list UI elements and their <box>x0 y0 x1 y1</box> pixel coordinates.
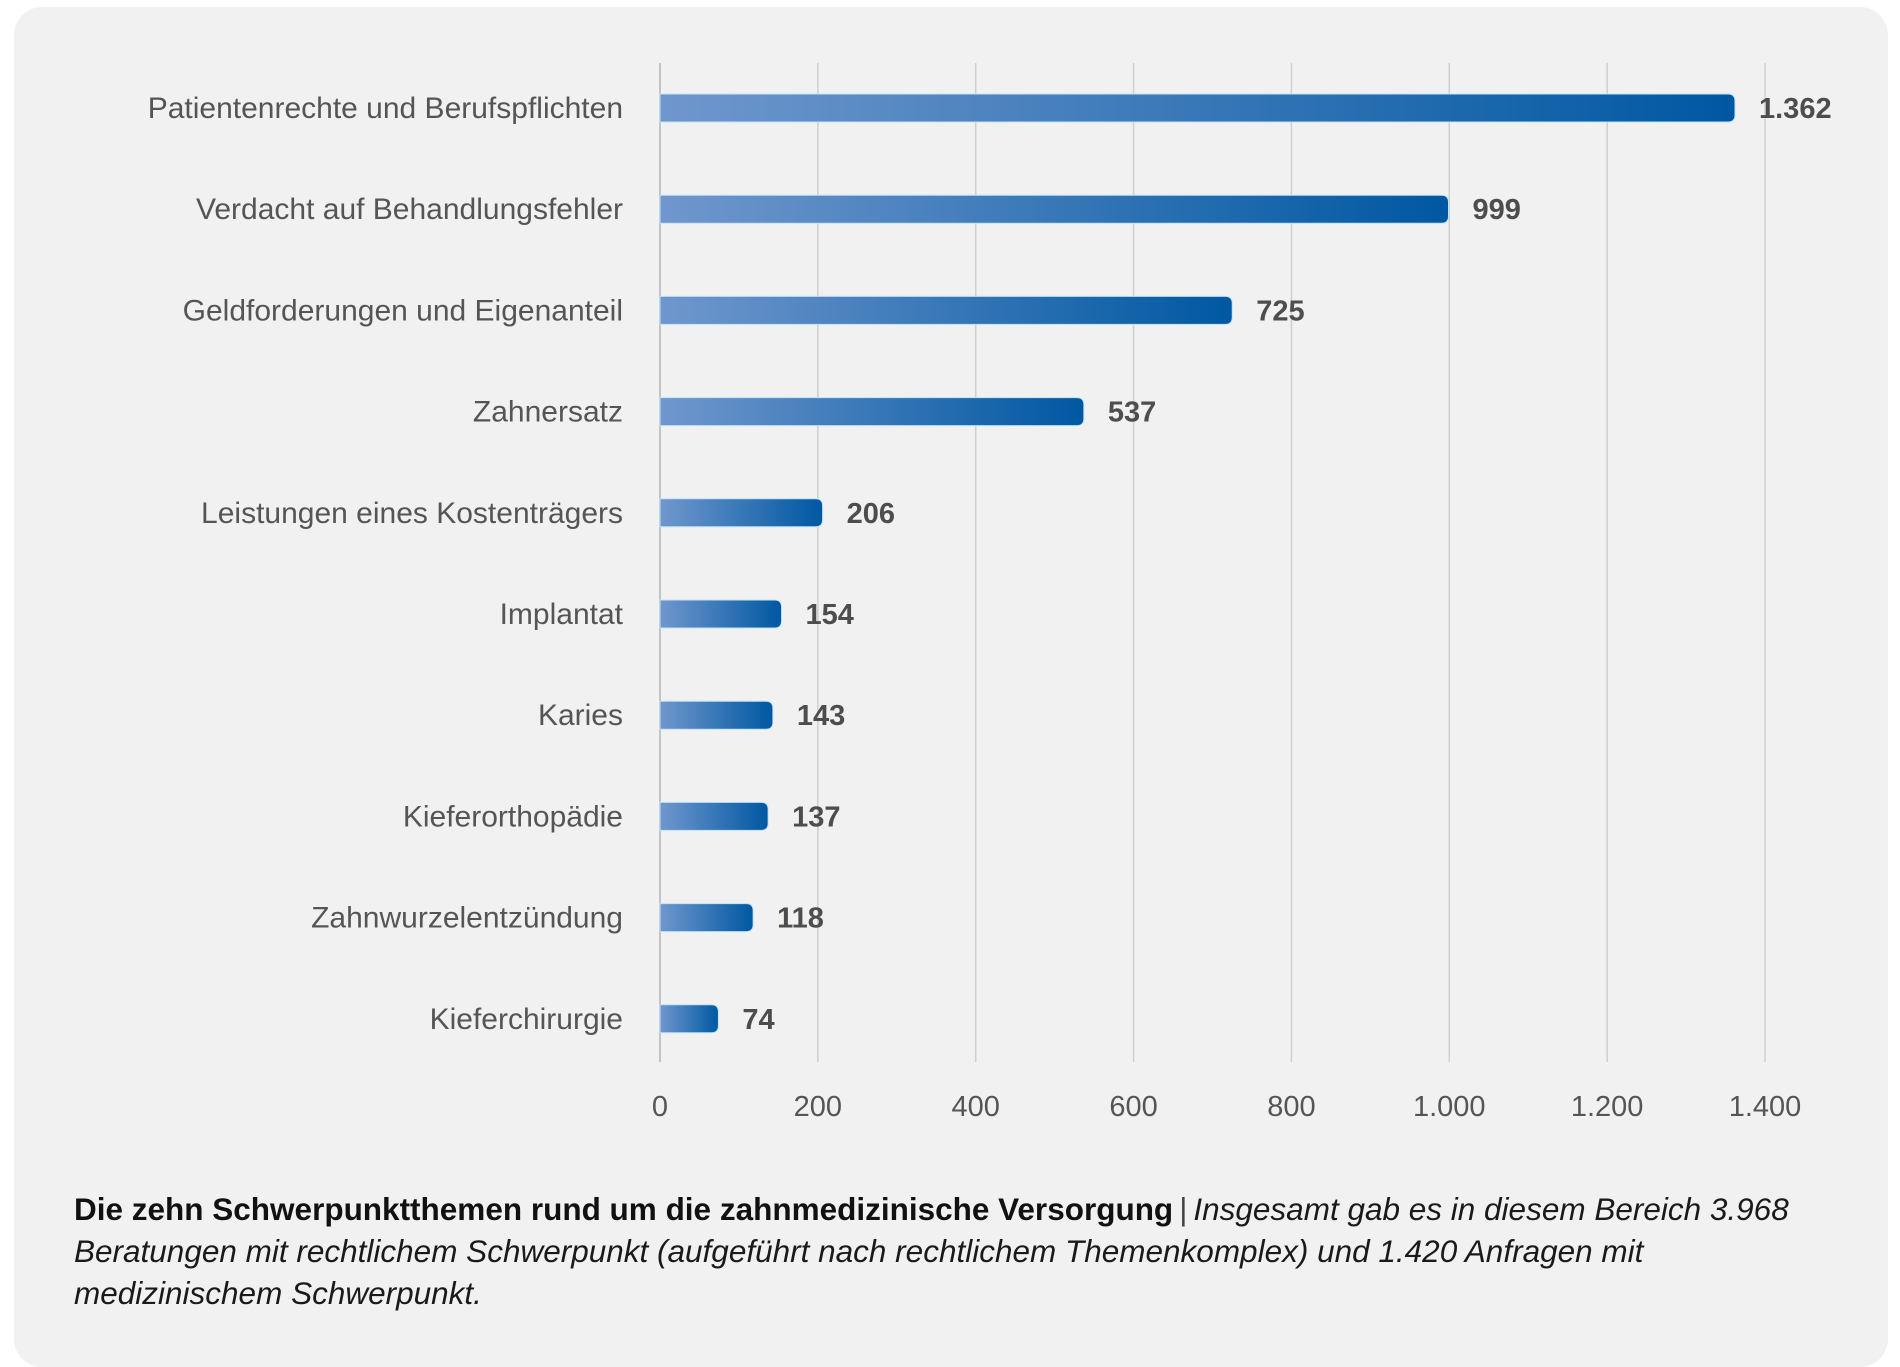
value-label: 725 <box>1256 295 1304 327</box>
category-label: Implantat <box>500 598 624 631</box>
bar <box>659 599 783 629</box>
bar <box>659 194 1449 224</box>
bar <box>659 903 754 933</box>
caption-title: Die zehn Schwerpunktthemen rund um die z… <box>74 1191 1174 1227</box>
category-label: Leistungen eines Kostenträgers <box>201 497 623 530</box>
value-label: 137 <box>792 801 840 833</box>
bars <box>659 93 1736 1034</box>
caption-description: Insgesamt gab es in diesem Bereich 3.968… <box>74 1191 1789 1311</box>
x-tick-label: 1.400 <box>1729 1091 1802 1123</box>
x-tick-label: 400 <box>952 1091 1000 1123</box>
value-label: 154 <box>806 599 854 631</box>
category-label: Zahnersatz <box>473 396 623 429</box>
value-labels: 1.362 999 725 537 206 154 143 137 118 74 <box>742 93 1831 1036</box>
chart-card <box>14 7 1888 1367</box>
bar <box>659 700 774 730</box>
gridlines <box>659 63 1766 1062</box>
category-label: Geldforderungen und Eigenanteil <box>183 294 623 327</box>
bar <box>659 801 769 831</box>
category-label: Zahnwurzelentzündung <box>311 902 623 935</box>
category-label: Karies <box>538 699 623 732</box>
bar <box>659 295 1233 325</box>
value-label: 1.362 <box>1759 93 1832 125</box>
value-label: 999 <box>1472 194 1520 226</box>
x-tick-label: 800 <box>1267 1091 1315 1123</box>
value-label: 118 <box>777 903 824 935</box>
x-tick-label: 200 <box>794 1091 842 1123</box>
x-tick-label: 1.000 <box>1413 1091 1486 1123</box>
x-tick-label: 0 <box>652 1091 668 1123</box>
value-label: 143 <box>797 700 845 732</box>
bar <box>659 397 1085 427</box>
bar <box>659 93 1736 123</box>
bar <box>659 1004 719 1034</box>
category-label: Verdacht auf Behandlungsfehler <box>196 193 623 226</box>
x-tick-label: 600 <box>1109 1091 1157 1123</box>
value-label: 74 <box>742 1004 774 1036</box>
category-labels: Patientenrechte und Berufspflichten Verda… <box>148 92 624 1036</box>
category-label: Kieferorthopädie <box>403 800 623 833</box>
value-label: 206 <box>847 498 895 530</box>
x-axis-ticks: 0 200 400 600 800 1.000 1.200 1.400 <box>652 1091 1801 1123</box>
x-tick-label: 1.200 <box>1571 1091 1644 1123</box>
caption-separator: | <box>1179 1191 1188 1227</box>
bar <box>659 498 824 528</box>
category-label: Kieferchirurgie <box>430 1003 623 1036</box>
value-label: 537 <box>1108 397 1156 429</box>
figure-caption: Die zehn Schwerpunktthemen rund um die z… <box>74 1188 1854 1314</box>
category-label: Patientenrechte und Berufspflichten <box>148 92 623 125</box>
